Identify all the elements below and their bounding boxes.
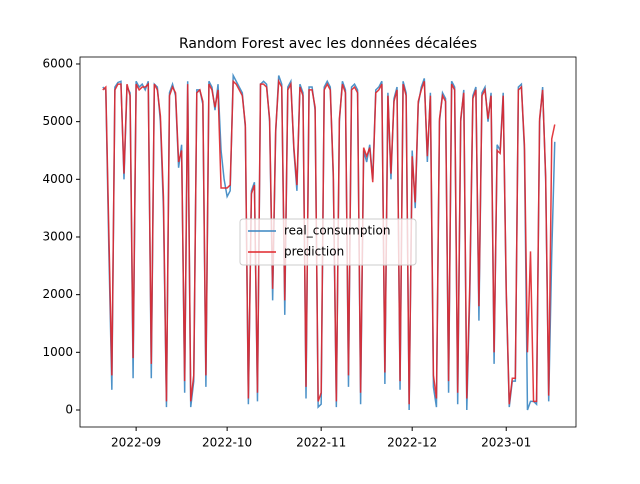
legend-label: prediction: [284, 245, 344, 259]
legend-label: real_consumption: [284, 224, 390, 238]
legend-box: [239, 218, 417, 266]
y-tick-label: 6000: [42, 56, 73, 70]
x-tick-label: 2022-12: [387, 436, 437, 450]
y-tick-label: 5000: [42, 114, 73, 128]
x-tick-label: 2022-11: [296, 436, 346, 450]
y-tick-label: 4000: [42, 172, 73, 186]
series-line: [102, 78, 556, 405]
y-tick-label: 0: [65, 402, 73, 416]
chart-title: Random Forest avec les données décalées: [179, 36, 477, 52]
plot-frame: [79, 56, 577, 428]
x-tick-label: 2022-10: [202, 436, 252, 450]
x-tick-label: 2023-01: [481, 436, 531, 450]
x-tick-label: 2022-09: [111, 436, 161, 450]
y-tick-label: 3000: [42, 229, 73, 243]
y-tick-label: 1000: [42, 345, 73, 359]
y-tick-label: 2000: [42, 287, 73, 301]
